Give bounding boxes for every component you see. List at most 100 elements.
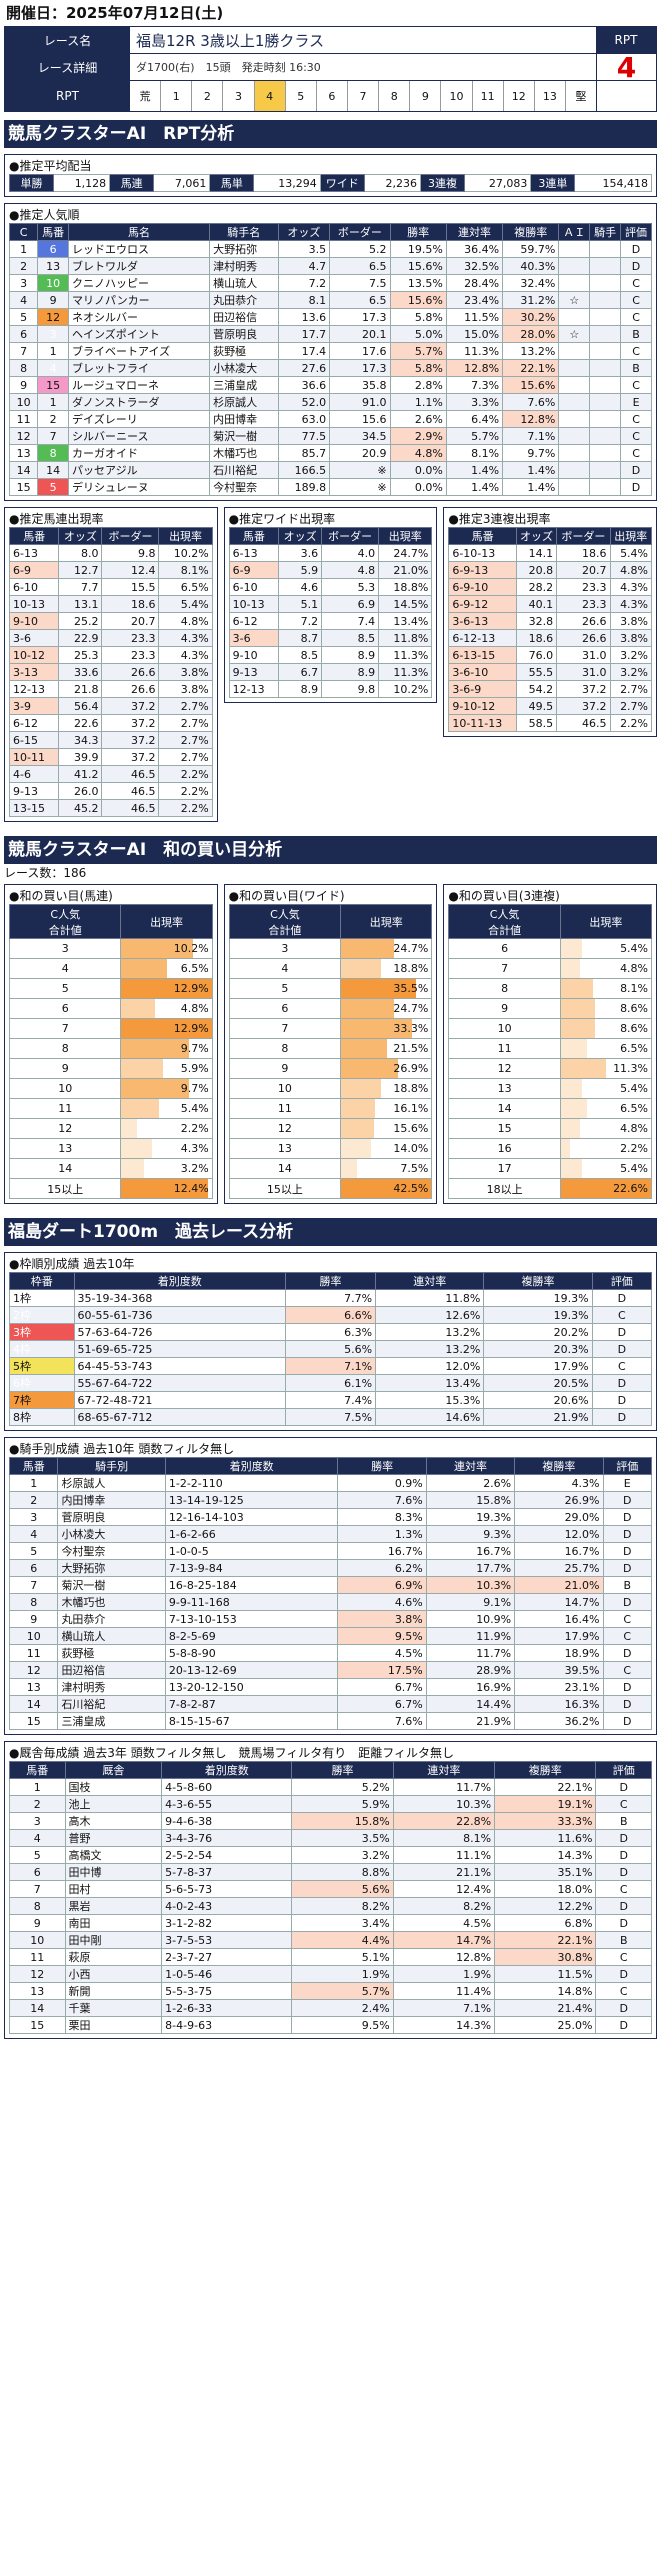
sanfuku-header: 馬番 — [448, 527, 517, 545]
trainer-record: 4-5-8-60 — [161, 1778, 293, 1796]
wa_wide-sum: 6 — [228, 998, 342, 1019]
pop-cell-c: 15 — [8, 478, 39, 496]
gate-eval: D — [591, 1340, 653, 1358]
wa_sanfuku-rate-cell: 2.2% — [559, 1138, 653, 1159]
umaren-cell: 6.5% — [158, 578, 213, 596]
pop-cell-name: デイズレーリ — [68, 410, 211, 428]
jockey-eval: D — [602, 1695, 653, 1713]
wa_sanfuku-row: 14 6.5% — [448, 1098, 653, 1119]
trainer-win: 3.4% — [291, 1914, 394, 1932]
gate-row: 2枠 60-55-61-736 6.6% 12.6% 19.3% C — [9, 1306, 653, 1324]
jockey-eval: B — [602, 1576, 653, 1594]
pop-cell-jk — [589, 325, 622, 343]
pop-cell-jk — [589, 240, 622, 258]
wa_umaren-rate-cell: 12.9% — [120, 978, 213, 999]
pop-cell-jk — [589, 291, 622, 309]
jockey-fuku: 16.7% — [514, 1542, 604, 1560]
wide-cell: 8.9 — [278, 680, 323, 698]
popularity-table: C 馬番 馬名 騎手名 オッズ ボーダー 勝率 連対率 複勝率 ＡＩ 騎手 評価 1 6 レッドエウロス大… — [8, 223, 652, 496]
wa_sanfuku-rate-text: 8.6% — [620, 1002, 649, 1015]
jockey-record: 1-2-2-110 — [164, 1474, 339, 1492]
wa_umaren-rate-text: 12.9% — [173, 982, 209, 995]
wide-panel: ●推定ワイド出現率 馬番 オッズ ボーダー 出現率 6-13 3.6 4.0 24.7% 6-9… — [223, 507, 438, 703]
trainer-eval: D — [595, 1914, 652, 1932]
umaren-cell: 10-11 — [8, 748, 60, 766]
gate-header: 連対率 — [375, 1272, 485, 1290]
jockey-eval: C — [602, 1627, 653, 1645]
umaren-cell: 46.5 — [101, 765, 160, 783]
jockey-record: 12-16-14-103 — [164, 1508, 339, 1526]
pop-cell-eval: C — [620, 291, 652, 309]
umaren-cell: 6-13 — [8, 544, 60, 562]
umaren-panel: ●推定馬連出現率 馬番 オッズ ボーダー 出現率 6-13 8.0 9.8 10.2% 6-9 1… — [4, 507, 218, 822]
gate-eval: D — [591, 1289, 653, 1307]
trainer-ren: 14.7% — [392, 1931, 496, 1949]
pop-cell-eval: B — [620, 325, 652, 343]
jockey-name: 小林凌大 — [57, 1525, 166, 1543]
rpt-scale-cell: 13 — [533, 81, 565, 111]
wide-row: 10-13 5.1 6.9 14.5% — [228, 595, 433, 613]
pop-header: 馬番 — [37, 223, 70, 241]
trainer-ren: 22.8% — [392, 1812, 496, 1830]
jockey-record: 7-13-9-84 — [164, 1559, 339, 1577]
pop-cell-jk — [589, 376, 622, 394]
gate-ren: 12.6% — [375, 1306, 485, 1324]
trainer-row: 14 千葉 1-2-6-33 2.4% 7.1% 21.4% D — [9, 1999, 652, 2017]
sanfuku-row: 6-9-13 20.8 20.7 4.8% — [448, 561, 653, 579]
trainer-row: 1 国枝 4-5-8-60 5.2% 11.7% 22.1% D — [9, 1778, 652, 1796]
sanfuku-cell: 6-10-13 — [448, 544, 517, 562]
trainer-fuku: 22.1% — [494, 1778, 597, 1796]
jockey-record: 8-15-15-67 — [164, 1712, 339, 1730]
trainer-name: 高橋文 — [64, 1846, 163, 1864]
wa_umaren-rate-text: 12.4% — [173, 1182, 209, 1195]
pop-cell-ren: 6.4% — [445, 410, 504, 428]
wa_umaren-rate-cell: 5.9% — [120, 1058, 213, 1079]
pop-cell-win: 2.9% — [389, 427, 447, 445]
wa_sanfuku-row: 9 8.6% — [448, 998, 653, 1019]
pop-header: オッズ — [277, 223, 331, 241]
pop-header: 騎手 — [589, 223, 622, 241]
gate-fuku: 20.6% — [483, 1391, 593, 1409]
pop-cell-fuku: 40.3% — [502, 257, 560, 275]
pop-cell-border: 34.5 — [329, 427, 391, 445]
gate-row: 8枠 68-65-67-712 7.5% 14.6% 21.9% D — [9, 1408, 653, 1426]
pop-cell-eval: D — [620, 461, 652, 479]
jockey-title: ●騎手別成績 過去10年 頭数フィルタ無し — [9, 1442, 235, 1456]
wide-cell: 6-9 — [228, 561, 280, 579]
umaren-cell: 6-9 — [8, 561, 60, 579]
trainer-row: 3 高木 9-4-6-38 15.8% 22.8% 33.3% B — [9, 1812, 652, 1830]
trainer-name: 千葉 — [64, 1999, 163, 2017]
wa_wide-rate-bar — [341, 1079, 382, 1098]
gate-win: 7.5% — [284, 1408, 377, 1426]
wa_sanfuku-row: 13 5.4% — [448, 1078, 653, 1099]
jockey-row: 11 荻野極 5-8-8-90 4.5% 11.7% 18.9% D — [8, 1644, 653, 1662]
trainer-record: 5-6-5-73 — [161, 1880, 293, 1898]
rpt-scale-cell: 5 — [284, 81, 316, 111]
pop-cell-jk — [589, 410, 622, 428]
wa_wide-rate-bar — [341, 1099, 376, 1118]
jockey-fuku: 18.9% — [514, 1644, 604, 1662]
umaren-cell: 2.2% — [158, 782, 213, 800]
wa_wide-rate-text: 18.8% — [393, 962, 429, 975]
umaren-header: ボーダー — [101, 527, 160, 545]
wide-row: 9-13 6.7 8.9 11.3% — [228, 663, 433, 681]
jockey-fuku: 21.0% — [514, 1576, 604, 1594]
trainer-row: 4 普野 3-4-3-76 3.5% 8.1% 11.6% D — [9, 1829, 652, 1847]
gate-fuku: 20.5% — [483, 1374, 593, 1392]
pop-cell-fuku: 7.6% — [502, 393, 560, 411]
wa_wide-sum: 14 — [228, 1158, 342, 1179]
trainer-header: 複勝率 — [494, 1761, 597, 1779]
wa_umaren-rate-bar — [121, 939, 193, 958]
pop-cell-fuku: 59.7% — [502, 240, 560, 258]
umaren-cell: 6-15 — [8, 731, 60, 749]
wa_wide-rate-text: 14.0% — [393, 1142, 429, 1155]
sanfuku-row: 6-9-12 40.1 23.3 4.3% — [448, 595, 653, 613]
wa_umaren-rate-cell: 2.2% — [120, 1118, 213, 1139]
wa_umaren-sum: 9 — [8, 1058, 122, 1079]
pop-cell-c: 4 — [8, 291, 39, 309]
pop-cell-fuku: 12.8% — [502, 410, 560, 428]
wide-row: 6-9 5.9 4.8 21.0% — [228, 561, 433, 579]
jockey-header: 複勝率 — [514, 1457, 604, 1475]
pop-cell-name: デリシュレーヌ — [68, 478, 211, 496]
